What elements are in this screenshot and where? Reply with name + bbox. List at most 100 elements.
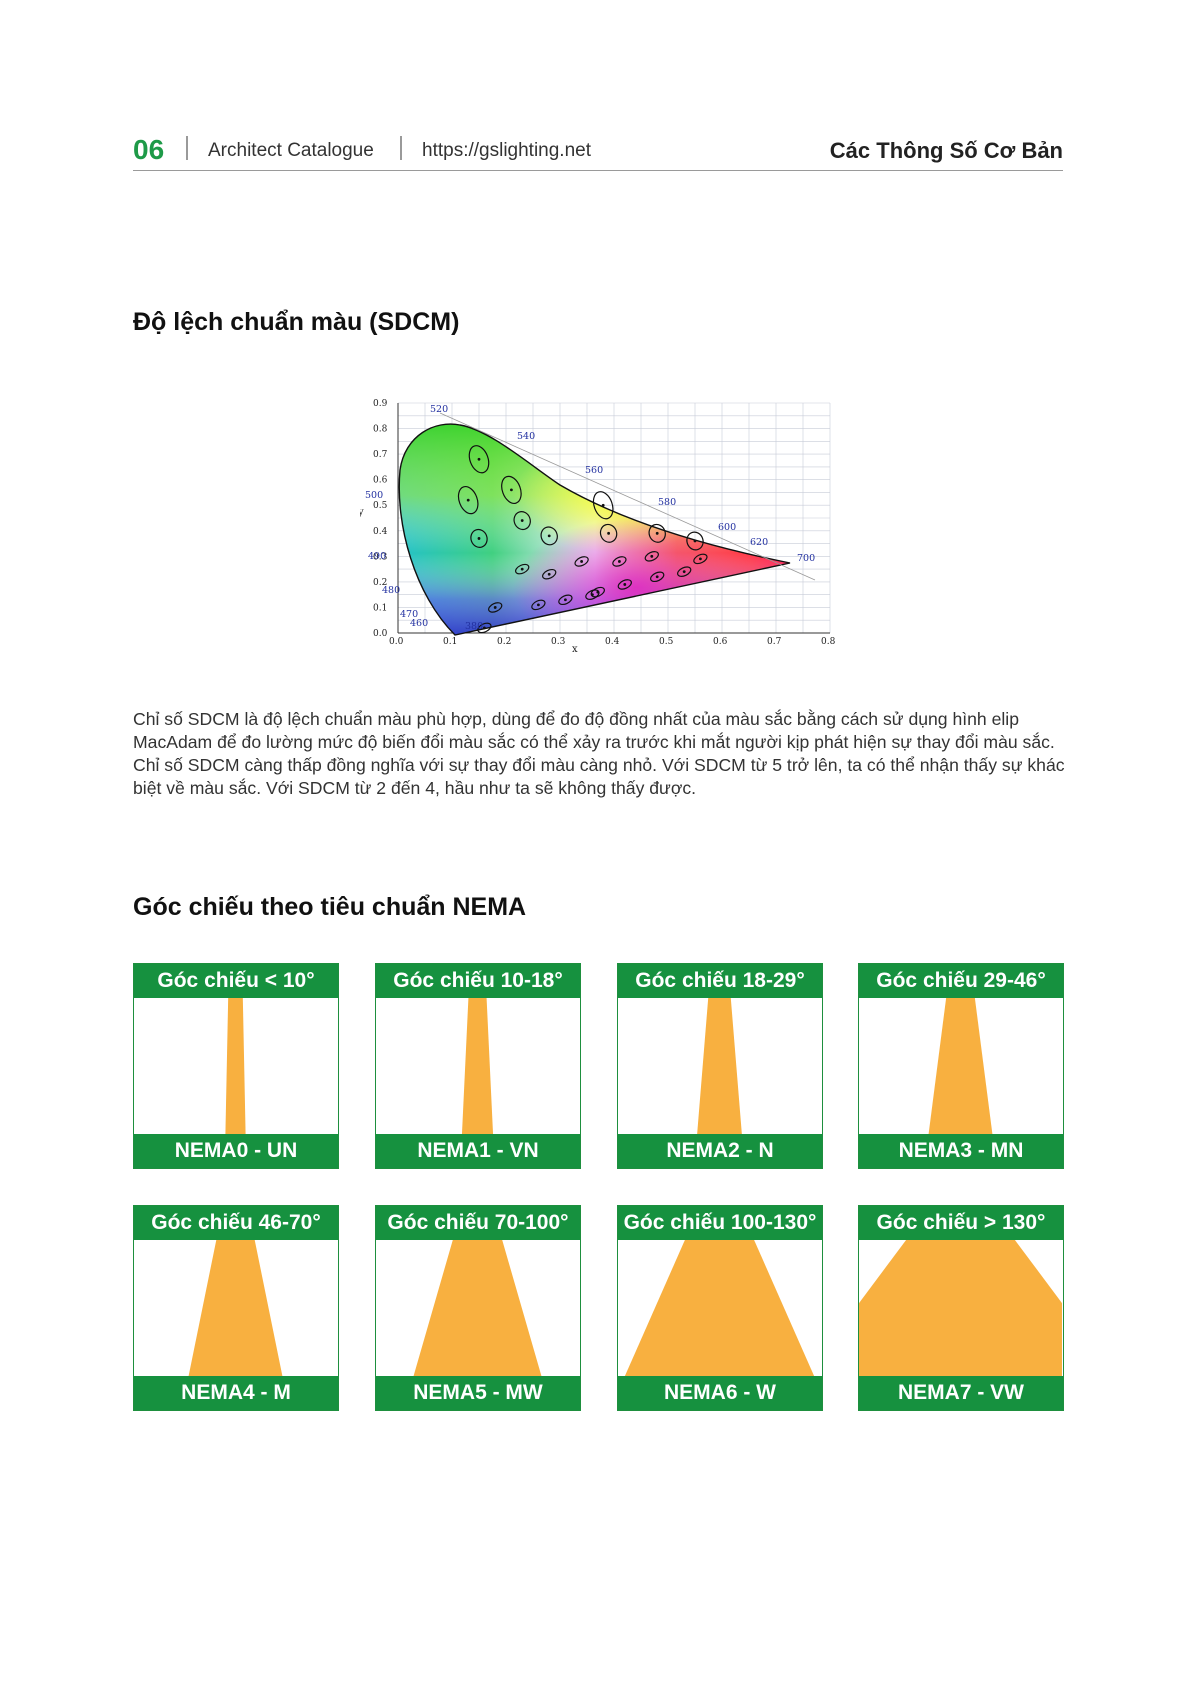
beam-shape — [413, 1240, 542, 1377]
catalogue-label: Architect Catalogue — [208, 140, 374, 161]
wavelength-label: 620 — [750, 537, 768, 548]
nema-class-label: NEMA5 - MW — [376, 1376, 580, 1410]
beam-angle-label: Góc chiếu > 130° — [859, 1206, 1063, 1240]
x-axis-label: x — [572, 644, 578, 655]
ellipse-center-point — [655, 575, 659, 579]
ellipse-center-point — [564, 598, 567, 602]
ellipse-center-point — [618, 560, 621, 563]
wavelength-label: 580 — [658, 497, 676, 508]
x-tick-label: 0.2 — [497, 637, 511, 647]
ellipse-center-point — [623, 583, 627, 586]
cie-chromaticity-chart: 0.0 0.1 0.2 0.3 0.4 0.5 0.6 0.7 0.8 0.0 0.1 0.2 0.3 0… — [360, 399, 836, 655]
y-tick-label: 0.0 — [373, 629, 388, 639]
macadam-ellipse — [648, 523, 666, 543]
x-tick-label: 0.1 — [443, 637, 457, 647]
section-title: Các Thông Số Cơ Bản — [829, 138, 1063, 163]
nema-beam-card: Góc chiếu < 10° NEMA0 - UN — [133, 963, 339, 1169]
page-header: 06 Architect Catalogue https://gslightin… — [133, 128, 1063, 171]
spectral-locus — [398, 423, 791, 636]
wavelength-label: 560 — [585, 465, 603, 476]
x-tick-label: 0.6 — [713, 637, 728, 647]
beam-angle-label: Góc chiếu < 10° — [134, 964, 338, 998]
website-link[interactable]: https://gslighting.net — [422, 140, 591, 161]
y-tick-label: 0.5 — [373, 501, 388, 511]
beam-shape — [697, 998, 742, 1135]
wavelength-label: 600 — [718, 522, 736, 533]
reference-line — [439, 412, 816, 581]
macadam-ellipses — [457, 445, 708, 634]
ellipse-center-point — [510, 488, 513, 492]
y-axis-label: y — [360, 507, 364, 518]
beam-cone — [697, 998, 742, 1135]
macadam-ellipse — [468, 445, 490, 474]
wavelength-label: 540 — [517, 431, 535, 442]
sdcm-paragraph: Chỉ số SDCM là độ lệch chuẩn màu phù hợp… — [133, 709, 1065, 798]
beam-cone — [461, 998, 494, 1135]
wavelength-label: 470 — [400, 609, 418, 620]
color-gamut-fill — [399, 424, 790, 635]
macadam-ellipse — [644, 551, 659, 562]
wavelength-label: 520 — [430, 404, 448, 415]
wavelength-label: 500 — [365, 490, 383, 501]
macadam-ellipse — [590, 586, 605, 598]
nema-beam-card: Góc chiếu 29-46° NEMA3 - MN — [858, 963, 1064, 1169]
ellipse-center-point — [547, 534, 551, 538]
beam-cone — [413, 1240, 542, 1377]
macadam-ellipse — [531, 599, 546, 611]
macadam-ellipse — [470, 528, 488, 548]
macadam-ellipse — [515, 563, 530, 575]
beam-angle-label: Góc chiếu 100-130° — [618, 1206, 822, 1240]
x-tick-label: 0.0 — [389, 637, 404, 647]
ellipse-center-point — [580, 560, 583, 563]
wavelength-label: 490 — [368, 551, 386, 562]
wavelength-label: 700 — [797, 553, 815, 564]
beam-cone — [188, 1240, 283, 1377]
page-number: 06 — [133, 134, 165, 165]
macadam-ellipse — [488, 602, 503, 613]
beam-shape — [859, 1240, 1062, 1377]
y-tick-label: 0.8 — [373, 425, 388, 435]
macadam-ellipse — [592, 491, 614, 520]
beam-cone — [928, 998, 993, 1135]
nema-class-label: NEMA0 - UN — [134, 1134, 338, 1168]
macadam-ellipse — [677, 566, 692, 577]
nema-beam-card: Góc chiếu 18-29° NEMA2 - N — [617, 963, 823, 1169]
macadam-ellipse — [686, 531, 704, 551]
nema-beam-card: Góc chiếu 100-130° NEMA6 - W — [617, 1205, 823, 1411]
macadam-ellipse — [599, 523, 618, 543]
beam-cone — [859, 1240, 1062, 1377]
beam-cone — [225, 998, 246, 1135]
ellipse-center-point — [682, 570, 686, 574]
y-tick-label: 0.7 — [373, 450, 388, 460]
beam-angle-label: Góc chiếu 46-70° — [134, 1206, 338, 1240]
beam-shape — [188, 1240, 283, 1377]
sdcm-heading: Độ lệch chuẩn màu (SDCM) — [133, 308, 460, 336]
beam-shape — [624, 1240, 815, 1377]
macadam-ellipse — [477, 622, 492, 634]
ellipse-center-point — [596, 590, 600, 594]
axis-tick-labels: 0.0 0.1 0.2 0.3 0.4 0.5 0.6 0.7 0.8 0.0 0.1 0.2 0.3 0… — [373, 399, 836, 647]
wavelength-label: 480 — [382, 585, 400, 596]
y-tick-label: 0.4 — [373, 527, 388, 537]
x-tick-label: 0.5 — [659, 637, 674, 647]
macadam-ellipse — [542, 568, 557, 580]
x-tick-label: 0.3 — [551, 637, 566, 647]
nema-class-label: NEMA4 - M — [134, 1376, 338, 1410]
beam-angle-label: Góc chiếu 18-29° — [618, 964, 822, 998]
header-divider — [186, 136, 188, 160]
x-tick-label: 0.4 — [605, 637, 620, 647]
beam-shape — [928, 998, 993, 1135]
header-divider — [400, 136, 402, 160]
ellipse-center-point — [699, 557, 702, 561]
ellipse-center-point — [601, 503, 605, 507]
wavelength-label: 460 — [410, 618, 428, 629]
ellipse-center-point — [493, 606, 497, 609]
nema-beam-card: Góc chiếu 46-70° NEMA4 - M — [133, 1205, 339, 1411]
beam-shape — [225, 998, 246, 1135]
macadam-ellipse — [457, 486, 479, 515]
ellipse-center-point — [650, 554, 654, 558]
wavelength-label: 380 — [465, 621, 483, 632]
nema-class-label: NEMA7 - VW — [859, 1376, 1063, 1410]
macadam-ellipse — [693, 553, 708, 565]
